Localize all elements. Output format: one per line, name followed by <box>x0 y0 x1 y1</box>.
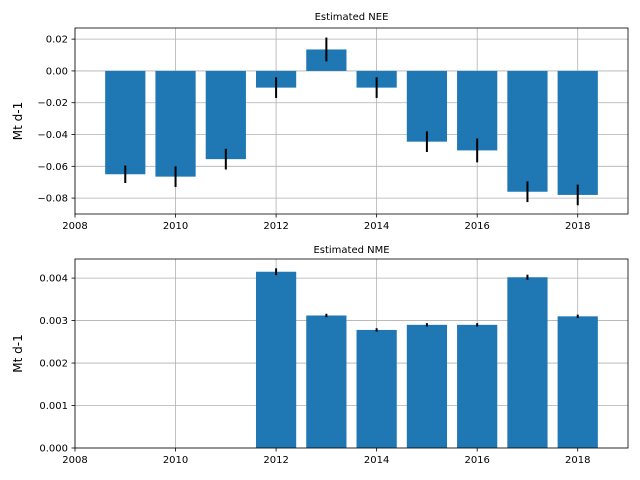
nme-y-tick-label: 0.001 <box>39 401 68 412</box>
nme-bars <box>255 271 598 448</box>
nme-bar-2015 <box>406 324 448 448</box>
nee-y-axis-title: Mt d-1 <box>11 102 25 140</box>
nee-x-tick-label: 2008 <box>62 221 87 232</box>
nme-y-tick-label: 0.003 <box>39 316 68 327</box>
nee-bar-2009 <box>105 70 146 175</box>
nee-y-tick-label: 0.02 <box>46 35 68 46</box>
nee-x-tick-label: 2010 <box>163 221 188 232</box>
nme-x-tick-label: 2008 <box>62 455 87 466</box>
nme-x-tick-label: 2012 <box>263 455 288 466</box>
nme-y-tick-label: 0.004 <box>39 274 68 285</box>
nee-y-axis: 0.02 0.00 −0.02 −0.04 −0.06 −0.08 <box>37 35 75 205</box>
nee-x-tick-label: 2018 <box>565 221 590 232</box>
nme-bar-2016 <box>457 324 498 448</box>
nme-y-axis: 0.000 0.001 0.002 0.003 0.004 <box>39 274 75 455</box>
nee-bar-2010 <box>155 70 196 177</box>
nme-x-tick-label: 2018 <box>565 455 590 466</box>
nee-chart: 2008 2010 2012 2014 2016 2018 0.02 0.00 −0.02 −0.… <box>11 12 629 232</box>
nme-bar-2013 <box>306 315 347 448</box>
nme-x-tick-label: 2014 <box>364 455 389 466</box>
nee-bar-2017 <box>507 70 548 192</box>
nme-y-axis-title: Mt d-1 <box>11 334 25 372</box>
nme-chart: 2008 2010 2012 2014 2016 20180.0000.0010.0020… <box>11 245 629 466</box>
nme-bar-2017 <box>507 277 548 448</box>
nee-bar-2018 <box>557 70 598 195</box>
nee-x-axis: 2008 2010 2012 2014 2016 2018 <box>62 214 590 232</box>
nee-y-tick-label: −0.08 <box>37 194 68 205</box>
nee-chart-title: Estimated NEE <box>315 12 389 23</box>
nee-y-tick-label: −0.04 <box>37 130 68 141</box>
nee-y-tick-label: −0.06 <box>37 162 68 173</box>
nme-error-bars <box>275 268 579 332</box>
nme-x-tick-label: 2016 <box>464 455 489 466</box>
nee-x-tick-label: 2012 <box>263 221 288 232</box>
nme-y-tick-label: 0.000 <box>39 444 68 455</box>
nme-chart-title: Estimated NME <box>313 245 389 256</box>
nee-bar-2011 <box>205 70 246 160</box>
nme-x-tick-label: 2010 <box>163 455 188 466</box>
nee-x-tick-label: 2016 <box>464 221 489 232</box>
nee-bar-2016 <box>457 70 498 151</box>
nee-x-tick-label: 2014 <box>364 221 389 232</box>
nee-bar-2015 <box>406 70 448 142</box>
nme-bar-2014 <box>356 329 397 448</box>
nee-y-tick-label: −0.02 <box>37 98 68 109</box>
nme-y-tick-label: 0.002 <box>39 359 68 370</box>
nee-y-tick-label: 0.00 <box>46 66 68 77</box>
nee-axes-frame <box>74 27 629 215</box>
nme-x-axis: 2008 2010 2012 2014 2016 2018 <box>62 448 590 466</box>
nme-axes-frame <box>74 258 629 449</box>
nee-error-bars <box>124 37 579 206</box>
nme-bar-2018 <box>557 316 598 448</box>
nme-bar-2012 <box>255 271 297 448</box>
